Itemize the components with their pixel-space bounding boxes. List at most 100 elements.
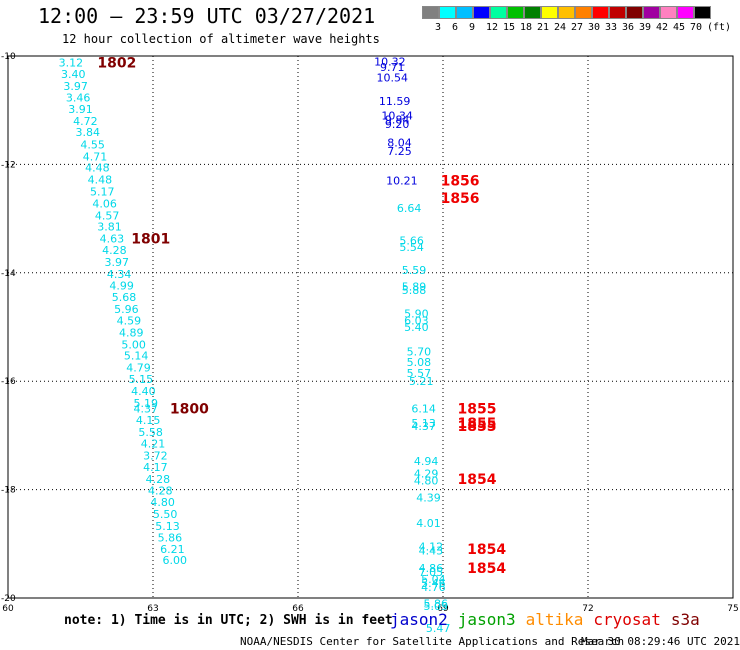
data-point-label: 4.89	[119, 326, 144, 339]
x-tick-label: 69	[437, 604, 449, 614]
scale-swatch	[422, 6, 439, 19]
pass-time-label: 1855	[458, 419, 497, 435]
color-scale-bar	[422, 6, 711, 19]
scale-swatch	[660, 6, 677, 19]
y-tick-label: -12	[1, 160, 16, 170]
scale-label: 27	[571, 22, 584, 33]
scale-label: 15	[503, 22, 516, 33]
scale-label: 30	[588, 22, 601, 33]
data-point-label: 4.21	[141, 438, 166, 451]
scale-label: 6	[452, 22, 459, 33]
scale-swatch	[456, 6, 473, 19]
data-point-label: 5.13	[155, 520, 180, 533]
scale-swatch	[507, 6, 524, 19]
data-point-label: 4.17	[143, 461, 168, 474]
pass-time-label: 1801	[131, 232, 170, 248]
data-point-label: 4.86	[419, 562, 444, 575]
data-point-label: 5.96	[114, 303, 139, 316]
scale-swatch	[490, 6, 507, 19]
data-point-label: 7.25	[387, 145, 412, 158]
data-point-label: 3.81	[97, 221, 122, 234]
data-point-label: 5.70	[407, 345, 432, 358]
data-point-label: 5.58	[138, 426, 163, 439]
legend-item: cryosat	[593, 610, 661, 629]
data-point-label: 9.84	[385, 113, 410, 126]
data-point-label: 3.84	[76, 126, 101, 139]
x-tick-label: 72	[582, 604, 593, 614]
data-point-label: 4.28	[148, 485, 173, 498]
plot-frame	[7, 55, 734, 599]
legend-item: jason2	[390, 610, 448, 629]
x-tick-label: 75	[727, 604, 738, 614]
y-tick-label: -14	[1, 269, 16, 279]
scale-label: 9	[469, 22, 476, 33]
data-point-label: 6.21	[160, 543, 185, 556]
data-point-label: 4.80	[414, 474, 439, 487]
data-point-label: 5.90	[404, 307, 429, 320]
legend-item: s3a	[670, 610, 700, 629]
x-tick-label: 63	[147, 604, 158, 614]
scale-label: 36	[622, 22, 635, 33]
data-point-label: 3.72	[143, 449, 168, 462]
data-point-label: 11.59	[379, 95, 411, 108]
scale-label: 33	[605, 22, 618, 33]
data-point-label: 5.57	[407, 367, 432, 380]
data-point-label: 5.50	[153, 508, 178, 521]
data-point-label: 4.12	[419, 541, 444, 554]
data-point-label: 4.34	[107, 268, 132, 281]
data-point-label: 5.54	[399, 241, 424, 254]
data-point-label: 10.32	[374, 55, 406, 68]
data-point-label: 5.14	[124, 350, 149, 363]
data-point-label: 6.03	[404, 314, 429, 327]
pass-time-label: 1855	[458, 416, 497, 432]
data-point-label: 4.06	[92, 197, 117, 210]
data-point-label: 4.55	[80, 138, 105, 151]
y-tick-label: -16	[1, 377, 16, 387]
data-point-label: 5.17	[90, 186, 115, 199]
scale-swatch	[694, 6, 711, 19]
data-point-label: 9.71	[380, 61, 405, 74]
data-point-label: 5.00	[121, 338, 146, 351]
scale-swatch	[677, 6, 694, 19]
page-subtitle: 12 hour collection of altimeter wave hei…	[62, 32, 380, 46]
scale-swatch	[541, 6, 558, 19]
scale-label: 39	[639, 22, 652, 33]
y-tick-label: -20	[1, 594, 16, 604]
data-point-label: 5.08	[407, 356, 432, 369]
y-tick-label: -18	[1, 486, 16, 496]
scale-label: 21	[537, 22, 550, 33]
data-point-label: 5.66	[399, 234, 424, 247]
data-point-label: 5.05	[424, 600, 449, 613]
legend-item: altika	[525, 610, 584, 629]
data-point-label: 3.97	[63, 80, 88, 93]
data-point-label: 3.46	[66, 92, 91, 105]
data-point-label: 5.86	[158, 531, 183, 544]
data-point-label: 10.34	[381, 110, 413, 123]
scale-label: (ft)	[707, 22, 732, 33]
pass-time-label: 1854	[458, 472, 497, 488]
data-point-label: 10.54	[377, 72, 409, 85]
scale-swatch	[626, 6, 643, 19]
scale-label: 45	[673, 22, 686, 33]
x-tick-label: 66	[292, 604, 304, 614]
footnote: note: 1) Time is in UTC; 2) SWH is in fe…	[64, 613, 393, 628]
page-title: 12:00 – 23:59 UTC 03/27/2021	[38, 4, 376, 28]
data-point-label: 4.94	[414, 455, 439, 468]
data-point-label: 3.91	[68, 103, 93, 116]
legend-item: jason3	[457, 610, 516, 629]
data-point-label: 5.21	[409, 375, 434, 388]
scale-swatch	[643, 6, 660, 19]
data-point-label: 4.63	[100, 233, 125, 246]
scale-swatch	[473, 6, 490, 19]
data-point-label: 3.40	[61, 68, 86, 81]
data-point-label: 5.46	[421, 577, 446, 590]
data-point-label: 6.00	[163, 554, 188, 567]
data-point-label: 6.14	[411, 402, 436, 415]
scale-label: 18	[520, 22, 533, 33]
data-point-label: 5.47	[426, 622, 451, 635]
scale-swatch	[558, 6, 575, 19]
data-point-label: 4.79	[126, 362, 151, 375]
data-point-label: 4.57	[95, 209, 120, 222]
satellite-legend: jason2 jason3 altika cryosat s3a	[390, 610, 710, 629]
